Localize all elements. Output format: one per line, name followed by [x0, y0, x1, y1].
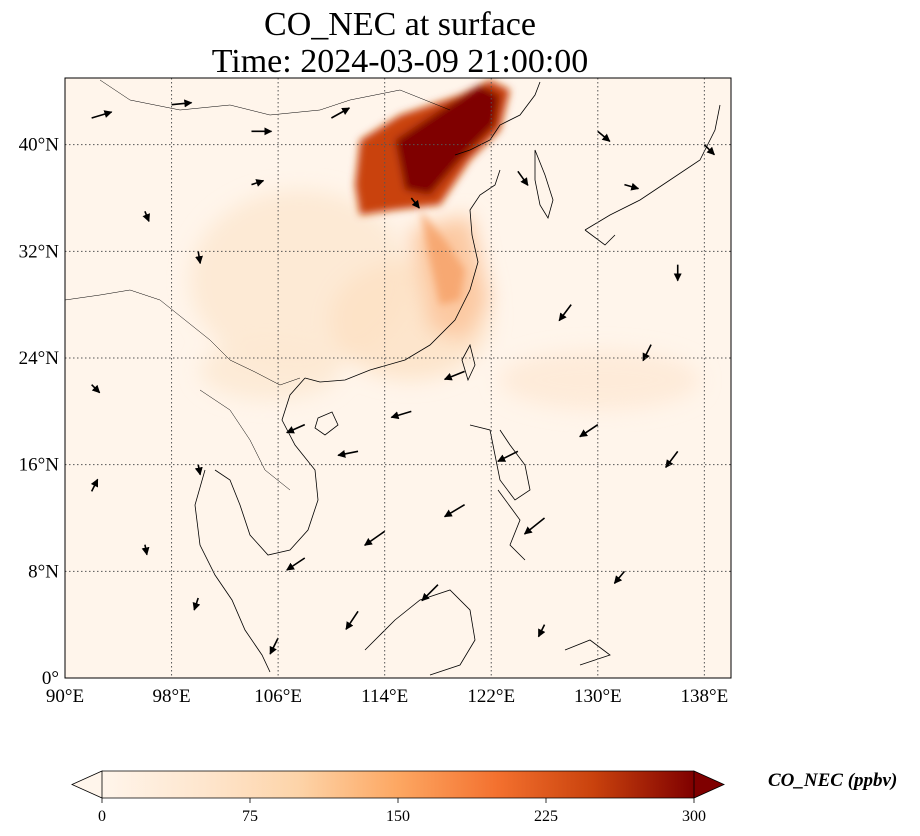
- wind-arrow: [269, 637, 279, 655]
- colorbar-max-extend: [693, 770, 725, 799]
- wind-arrow: [497, 450, 519, 463]
- wind-arrow: [331, 107, 351, 119]
- lon-label-3: 114°E: [361, 686, 408, 707]
- wind-arrow: [390, 410, 412, 420]
- colorbar-min-extend: [71, 770, 103, 799]
- china-coast: [304, 81, 541, 383]
- wind-arrow: [91, 110, 113, 119]
- taiwan-coast: [461, 343, 476, 382]
- wind-arrow: [703, 144, 715, 156]
- indochina-coast: [194, 377, 319, 673]
- lon-label-6: 138°E: [681, 686, 729, 707]
- lat-label-5: 40°N: [19, 135, 60, 156]
- coastlines: [194, 81, 721, 676]
- new-guinea-coast: [564, 639, 611, 666]
- colorbar-tick-label: 225: [534, 808, 558, 825]
- lat-label-4: 32°N: [19, 241, 60, 262]
- colorbar-gradient: [102, 771, 694, 798]
- japan-coast: [584, 104, 721, 246]
- colorbar: 0 75 150 225 300: [71, 770, 725, 825]
- wind-arrow: [171, 99, 193, 108]
- wind-arrow: [142, 211, 150, 223]
- wind-arrow: [665, 450, 679, 468]
- wind-arrow: [537, 624, 546, 638]
- lat-label-3: 24°N: [19, 348, 60, 369]
- borneo-coast: [364, 589, 476, 676]
- wind-arrow: [286, 423, 306, 434]
- lat-label-0: 0°: [42, 668, 59, 689]
- wind-arrow: [337, 449, 359, 458]
- wind-arrow: [345, 610, 359, 630]
- co-plume: [355, 80, 510, 305]
- colorbar-label: CO_NEC (ppbv): [768, 770, 898, 791]
- wind-arrow: [523, 517, 546, 535]
- wind-arrow: [517, 170, 529, 186]
- colorbar-tick-label: 0: [98, 808, 106, 825]
- wind-arrow: [410, 197, 420, 209]
- wind-arrow: [624, 182, 640, 191]
- wind-arrow: [192, 597, 201, 611]
- wind-arrow: [90, 478, 99, 492]
- border-1: [65, 289, 301, 386]
- co-field-south-blob: [200, 340, 340, 400]
- lon-label-4: 122°E: [467, 686, 515, 707]
- lat-label-1: 8°N: [28, 561, 59, 582]
- map-area: [65, 78, 731, 678]
- wind-arrow: [364, 530, 386, 546]
- map-frame: [64, 77, 732, 679]
- korea-coast: [534, 149, 554, 219]
- gridlines: [65, 78, 731, 678]
- longitude-labels: 90°E 98°E 106°E 114°E 122°E 130°E 138°E: [46, 686, 728, 707]
- lon-label-0: 90°E: [46, 686, 84, 707]
- border-2: [99, 79, 451, 116]
- co-field-ocean: [500, 350, 700, 410]
- wind-arrow: [286, 557, 306, 571]
- colorbar-tick-label: 300: [682, 808, 706, 825]
- colorbar-tick-label: 75: [242, 808, 258, 825]
- wind-arrow: [558, 304, 572, 322]
- wind-arrow: [251, 179, 265, 187]
- borders: [65, 79, 451, 491]
- wind-arrow: [613, 570, 626, 584]
- wind-arrow: [195, 251, 203, 265]
- lon-label-1: 98°E: [152, 686, 190, 707]
- co-field: [190, 190, 700, 410]
- wind-arrow: [642, 344, 652, 362]
- lon-label-2: 106°E: [254, 686, 302, 707]
- co-plume-south: [420, 210, 465, 305]
- wind-vectors: [90, 99, 715, 655]
- wind-arrow: [194, 464, 203, 476]
- lon-label-5: 130°E: [574, 686, 622, 707]
- wind-arrow: [443, 370, 465, 381]
- wind-arrow: [91, 384, 101, 394]
- wind-arrow: [579, 424, 599, 438]
- border-3: [199, 389, 291, 491]
- colorbar-ticks: 0 75 150 225 300: [98, 798, 706, 825]
- wind-arrow: [443, 503, 466, 518]
- latitude-labels: 0° 8°N 16°N 24°N 32°N 40°N: [19, 135, 60, 689]
- wind-arrow: [421, 584, 439, 602]
- co-plume-core: [395, 85, 500, 195]
- lat-label-2: 16°N: [19, 455, 60, 476]
- wind-arrow: [597, 130, 611, 142]
- title-line-2: Time: 2024-03-09 21:00:00: [211, 43, 589, 80]
- hainan-coast: [314, 411, 339, 436]
- wind-arrow: [141, 544, 150, 556]
- colorbar-tick-label: 150: [386, 808, 410, 825]
- title-line-1: CO_NEC at surface: [264, 6, 536, 43]
